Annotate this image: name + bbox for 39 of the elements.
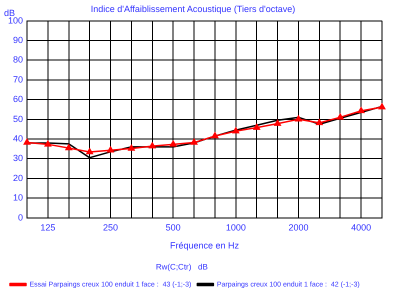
point xyxy=(336,114,344,120)
point xyxy=(190,138,198,145)
y-tick-label: 10 xyxy=(13,192,24,203)
y-tick-label: 40 xyxy=(13,133,24,144)
legend-title: Rw(C;Ctr) dB xyxy=(156,262,208,272)
x-axis-title: Fréquence en Hz xyxy=(170,240,240,250)
y-tick-label: 100 xyxy=(8,15,24,26)
point xyxy=(148,142,156,148)
x-tick-label: 2000 xyxy=(288,222,308,233)
point xyxy=(24,138,30,145)
x-tick-label: 125 xyxy=(40,222,56,233)
y-tick-label: 30 xyxy=(13,153,24,164)
point xyxy=(232,127,240,134)
y-axis-title: dB xyxy=(4,8,16,18)
point xyxy=(212,132,218,138)
point xyxy=(107,146,114,152)
point xyxy=(86,148,94,154)
point xyxy=(358,107,364,114)
point xyxy=(253,124,260,130)
y-tick-label: 50 xyxy=(13,114,24,124)
y-tick-label: 90 xyxy=(13,34,24,45)
point xyxy=(170,140,177,147)
x-tick-label: 250 xyxy=(103,222,118,233)
point xyxy=(65,144,72,150)
y-tick-label: 20 xyxy=(13,172,24,183)
x-tick-label: 4000 xyxy=(351,222,372,233)
x-tick-label: 1000 xyxy=(226,222,246,233)
y-tick-label: 70 xyxy=(13,74,24,84)
y-tick-label: 80 xyxy=(13,54,24,65)
point xyxy=(295,116,302,122)
point xyxy=(378,103,386,110)
point xyxy=(316,119,323,126)
point xyxy=(44,140,52,147)
x-tick-label: 500 xyxy=(166,222,181,233)
point xyxy=(128,144,135,151)
chart-title: Indice d'Affaiblissement Acoustique (Tiers d'octave) xyxy=(90,4,296,14)
y-tick-label: 0 xyxy=(18,212,24,222)
y-tick-label: 60 xyxy=(13,94,24,104)
point xyxy=(274,120,281,126)
